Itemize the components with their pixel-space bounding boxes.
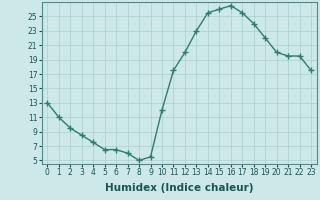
X-axis label: Humidex (Indice chaleur): Humidex (Indice chaleur) <box>105 183 253 193</box>
